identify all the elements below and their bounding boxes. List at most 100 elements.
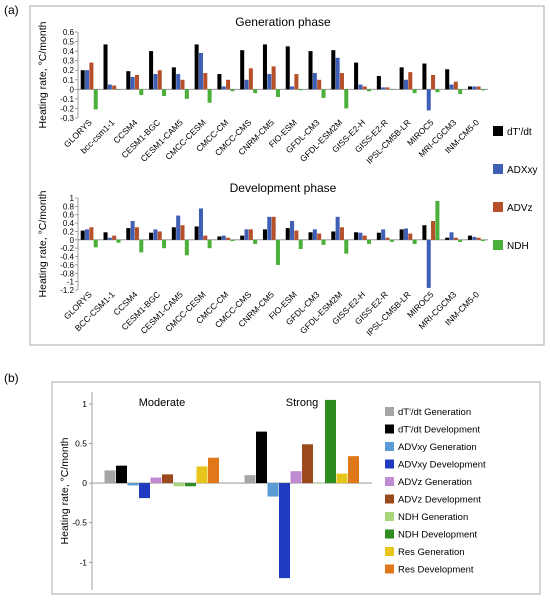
panel-b-legend-label: dT'/dt Development bbox=[398, 425, 480, 436]
panel-b-bar bbox=[256, 431, 267, 484]
development-bar bbox=[207, 239, 212, 249]
generation-bar bbox=[358, 84, 363, 90]
generation-bar bbox=[217, 74, 222, 90]
development-phase-chart: Development phase Heating rate, °C/month -… bbox=[37, 181, 488, 338]
development-bar bbox=[180, 225, 185, 240]
panel-b-legend: dT'/dt Generation dT'/dt Development ADVxy… bbox=[385, 407, 486, 576]
development-bar bbox=[458, 239, 463, 242]
panel-b-legend-swatch bbox=[385, 564, 394, 574]
development-ytick-label: -0.8 bbox=[60, 269, 74, 278]
development-bar bbox=[453, 237, 458, 240]
development-bar bbox=[312, 229, 317, 240]
panel-b-bar bbox=[244, 475, 256, 484]
development-bar bbox=[331, 231, 336, 240]
development-ytick-label: 0.8 bbox=[63, 202, 75, 211]
development-bar bbox=[244, 229, 249, 240]
development-ytick-label: -0.6 bbox=[60, 261, 74, 270]
panel-b-bar bbox=[116, 465, 127, 484]
generation-bar bbox=[139, 89, 144, 96]
development-bar bbox=[467, 235, 472, 240]
panel-b-legend-swatch bbox=[385, 529, 394, 539]
legend-label: ADXxy bbox=[507, 165, 538, 176]
generation-bar bbox=[93, 89, 98, 110]
generation-bar bbox=[298, 89, 303, 91]
generation-bar bbox=[103, 44, 108, 90]
development-bar bbox=[153, 229, 158, 240]
development-bar bbox=[130, 221, 135, 240]
panel-b-category-label: Moderate bbox=[139, 397, 185, 409]
generation-bar bbox=[134, 75, 139, 90]
generation-bar bbox=[285, 46, 290, 90]
development-bar bbox=[399, 229, 404, 240]
development-bar bbox=[317, 233, 322, 240]
development-ytick-label: 1 bbox=[70, 194, 75, 203]
development-ytick-label: -1 bbox=[67, 278, 75, 287]
development-bar bbox=[107, 237, 112, 240]
panel-b-bar bbox=[162, 474, 173, 484]
development-bar bbox=[408, 233, 413, 240]
generation-bar bbox=[126, 71, 131, 90]
development-bar bbox=[93, 239, 98, 248]
panel-b-bar bbox=[150, 477, 162, 484]
generation-bar bbox=[149, 51, 154, 90]
generation-bar bbox=[130, 76, 135, 90]
panel-b-ytick-label: -1 bbox=[79, 557, 87, 567]
development-bar bbox=[116, 239, 121, 243]
generation-bar bbox=[275, 89, 280, 97]
development-bar bbox=[367, 239, 372, 244]
panel-b-bar bbox=[185, 483, 196, 487]
generation-bar bbox=[171, 67, 176, 90]
development-bar bbox=[445, 237, 450, 240]
generation-bar bbox=[116, 89, 121, 90]
panel-b-legend-swatch bbox=[385, 424, 394, 434]
generation-bar bbox=[453, 81, 458, 90]
development-bar bbox=[358, 232, 363, 240]
panel-b-bar bbox=[267, 483, 279, 497]
development-bar bbox=[198, 208, 203, 240]
generation-bar bbox=[412, 89, 417, 94]
generation-bar bbox=[426, 89, 431, 111]
generation-ytick-label: 0.4 bbox=[63, 47, 75, 56]
panel-b-frame bbox=[51, 381, 541, 595]
generation-bar bbox=[449, 84, 454, 90]
panel-b-bar bbox=[127, 483, 139, 486]
development-bar bbox=[171, 227, 176, 240]
development-bar bbox=[194, 226, 199, 240]
development-bar bbox=[271, 216, 276, 240]
development-bar bbox=[480, 239, 485, 242]
development-bar bbox=[298, 239, 303, 250]
generation-ytick-label: 0 bbox=[70, 85, 75, 94]
generation-ytick-label: -0.1 bbox=[60, 95, 74, 104]
generation-bar bbox=[194, 44, 199, 90]
development-ytick-label: 0.6 bbox=[63, 211, 75, 220]
panel-b-bar bbox=[313, 483, 325, 484]
development-ytick-label: 0 bbox=[70, 236, 75, 245]
development-bar bbox=[230, 239, 235, 242]
development-bar bbox=[344, 239, 349, 254]
generation-bar bbox=[331, 50, 336, 90]
panel-b-legend-label: dT'/dt Generation bbox=[398, 407, 471, 418]
development-bar bbox=[389, 239, 394, 242]
generation-bar bbox=[403, 79, 408, 90]
generation-bar bbox=[389, 89, 394, 90]
generation-bar bbox=[467, 86, 472, 90]
generation-bar bbox=[312, 73, 317, 90]
panel-b-legend-swatch bbox=[385, 459, 394, 469]
generation-ylabel: Heating rate, °C/month bbox=[37, 21, 49, 128]
development-bar bbox=[354, 232, 359, 240]
generation-bar bbox=[399, 67, 404, 90]
development-bar bbox=[248, 229, 253, 240]
development-bar bbox=[435, 200, 440, 240]
development-bar bbox=[217, 236, 222, 240]
generation-bar bbox=[80, 70, 85, 90]
generation-bar bbox=[321, 89, 326, 98]
generation-bar bbox=[240, 50, 245, 90]
panel-b-ytick-label: 0 bbox=[82, 478, 87, 488]
panel-b-bar bbox=[104, 470, 116, 484]
generation-bar bbox=[354, 62, 359, 90]
panel-b-ylabel: Heating rate, °C/month bbox=[59, 437, 71, 544]
generation-bar bbox=[180, 79, 185, 90]
development-bar bbox=[89, 227, 94, 240]
panel-b-legend-label: Res Generation bbox=[398, 547, 465, 558]
